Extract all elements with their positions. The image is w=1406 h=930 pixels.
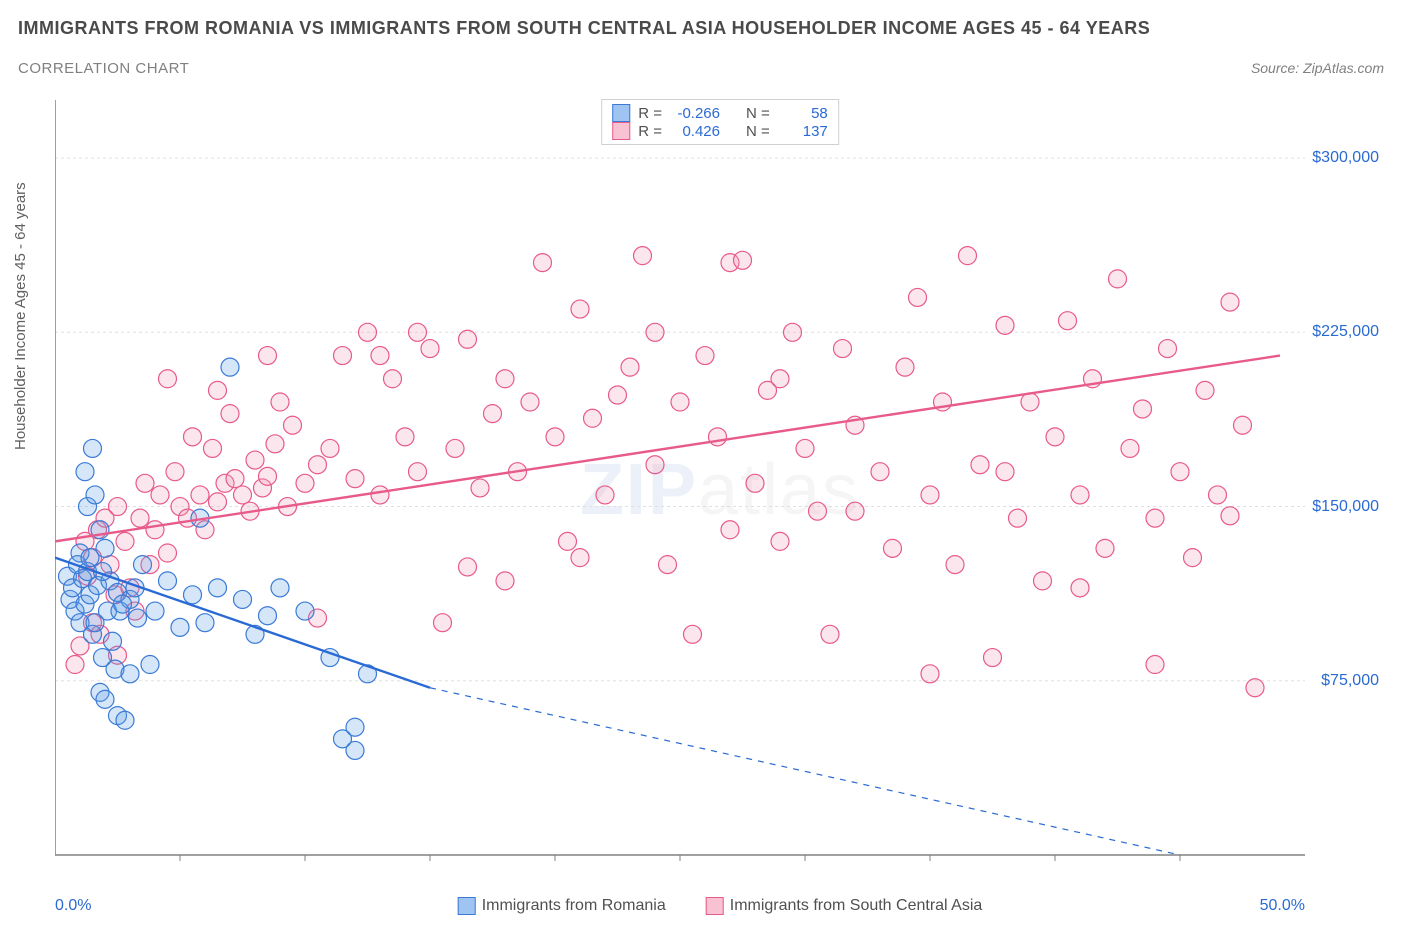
legend-n-label-1: N = [746, 105, 770, 122]
x-tick-label: 0.0% [55, 897, 91, 915]
x-tick-label: 50.0% [1260, 897, 1305, 915]
y-axis-label: Householder Income Ages 45 - 64 years [12, 182, 29, 450]
legend-item-sca: Immigrants from South Central Asia [706, 897, 983, 915]
source-attribution: Source: ZipAtlas.com [1251, 60, 1384, 76]
legend-swatch-1 [612, 104, 630, 122]
correlation-legend: R = -0.266 N = 58 R = 0.426 N = 137 [601, 99, 839, 145]
y-tick-label: $75,000 [1321, 672, 1379, 690]
legend-label-sca: Immigrants from South Central Asia [730, 897, 983, 915]
y-tick-label: $150,000 [1312, 498, 1379, 516]
legend-swatch-sca [706, 897, 724, 915]
legend-item-romania: Immigrants from Romania [458, 897, 666, 915]
series-legend: Immigrants from Romania Immigrants from … [458, 897, 983, 915]
y-tick-label: $225,000 [1312, 323, 1379, 341]
y-tick-label: $300,000 [1312, 149, 1379, 167]
source-prefix: Source: [1251, 60, 1303, 76]
legend-r-value-1: -0.266 [670, 105, 720, 122]
chart-area: ZIPatlas R = -0.266 N = 58 R = 0.426 N =… [55, 95, 1385, 885]
source-name: ZipAtlas.com [1303, 60, 1384, 76]
chart-subtitle: CORRELATION CHART [18, 60, 189, 77]
legend-r-label-2: R = [638, 123, 662, 140]
legend-label-romania: Immigrants from Romania [482, 897, 666, 915]
legend-n-value-1: 58 [778, 105, 828, 122]
legend-r-label-1: R = [638, 105, 662, 122]
legend-n-label-2: N = [746, 123, 770, 140]
legend-r-value-2: 0.426 [670, 123, 720, 140]
legend-swatch-2 [612, 122, 630, 140]
legend-row-series2: R = 0.426 N = 137 [612, 122, 828, 140]
scatter-plot [55, 95, 1385, 885]
legend-n-value-2: 137 [778, 123, 828, 140]
legend-row-series1: R = -0.266 N = 58 [612, 104, 828, 122]
legend-swatch-romania [458, 897, 476, 915]
chart-title: IMMIGRANTS FROM ROMANIA VS IMMIGRANTS FR… [18, 18, 1150, 39]
